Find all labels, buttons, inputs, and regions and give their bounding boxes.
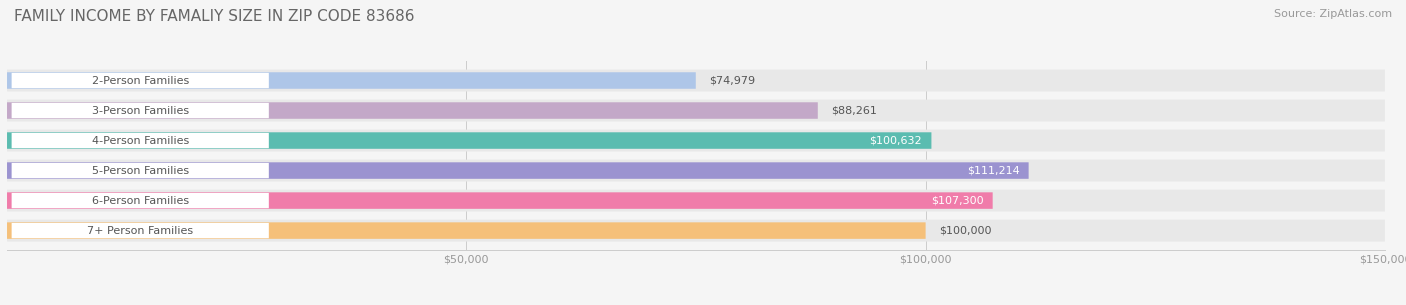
FancyBboxPatch shape bbox=[11, 223, 269, 238]
Text: 7+ Person Families: 7+ Person Families bbox=[87, 226, 193, 235]
FancyBboxPatch shape bbox=[11, 193, 269, 208]
Text: 3-Person Families: 3-Person Families bbox=[91, 106, 188, 116]
FancyBboxPatch shape bbox=[7, 192, 993, 209]
FancyBboxPatch shape bbox=[7, 99, 1385, 121]
FancyBboxPatch shape bbox=[7, 222, 925, 239]
FancyBboxPatch shape bbox=[7, 220, 1385, 242]
FancyBboxPatch shape bbox=[7, 72, 696, 89]
FancyBboxPatch shape bbox=[7, 70, 1385, 92]
Text: $100,632: $100,632 bbox=[870, 135, 922, 145]
Text: 6-Person Families: 6-Person Families bbox=[91, 196, 188, 206]
FancyBboxPatch shape bbox=[11, 103, 269, 118]
Text: $74,979: $74,979 bbox=[710, 76, 755, 85]
Text: 4-Person Families: 4-Person Families bbox=[91, 135, 188, 145]
Text: FAMILY INCOME BY FAMALIY SIZE IN ZIP CODE 83686: FAMILY INCOME BY FAMALIY SIZE IN ZIP COD… bbox=[14, 9, 415, 24]
FancyBboxPatch shape bbox=[7, 132, 931, 149]
FancyBboxPatch shape bbox=[11, 133, 269, 148]
FancyBboxPatch shape bbox=[7, 130, 1385, 152]
Text: 5-Person Families: 5-Person Families bbox=[91, 166, 188, 176]
Text: Source: ZipAtlas.com: Source: ZipAtlas.com bbox=[1274, 9, 1392, 19]
FancyBboxPatch shape bbox=[11, 163, 269, 178]
FancyBboxPatch shape bbox=[7, 102, 818, 119]
FancyBboxPatch shape bbox=[11, 73, 269, 88]
Text: 2-Person Families: 2-Person Families bbox=[91, 76, 188, 85]
FancyBboxPatch shape bbox=[7, 160, 1385, 181]
Text: $100,000: $100,000 bbox=[939, 226, 991, 235]
FancyBboxPatch shape bbox=[7, 190, 1385, 212]
Text: $88,261: $88,261 bbox=[831, 106, 877, 116]
Text: $111,214: $111,214 bbox=[967, 166, 1019, 176]
Text: $107,300: $107,300 bbox=[931, 196, 983, 206]
FancyBboxPatch shape bbox=[7, 162, 1029, 179]
